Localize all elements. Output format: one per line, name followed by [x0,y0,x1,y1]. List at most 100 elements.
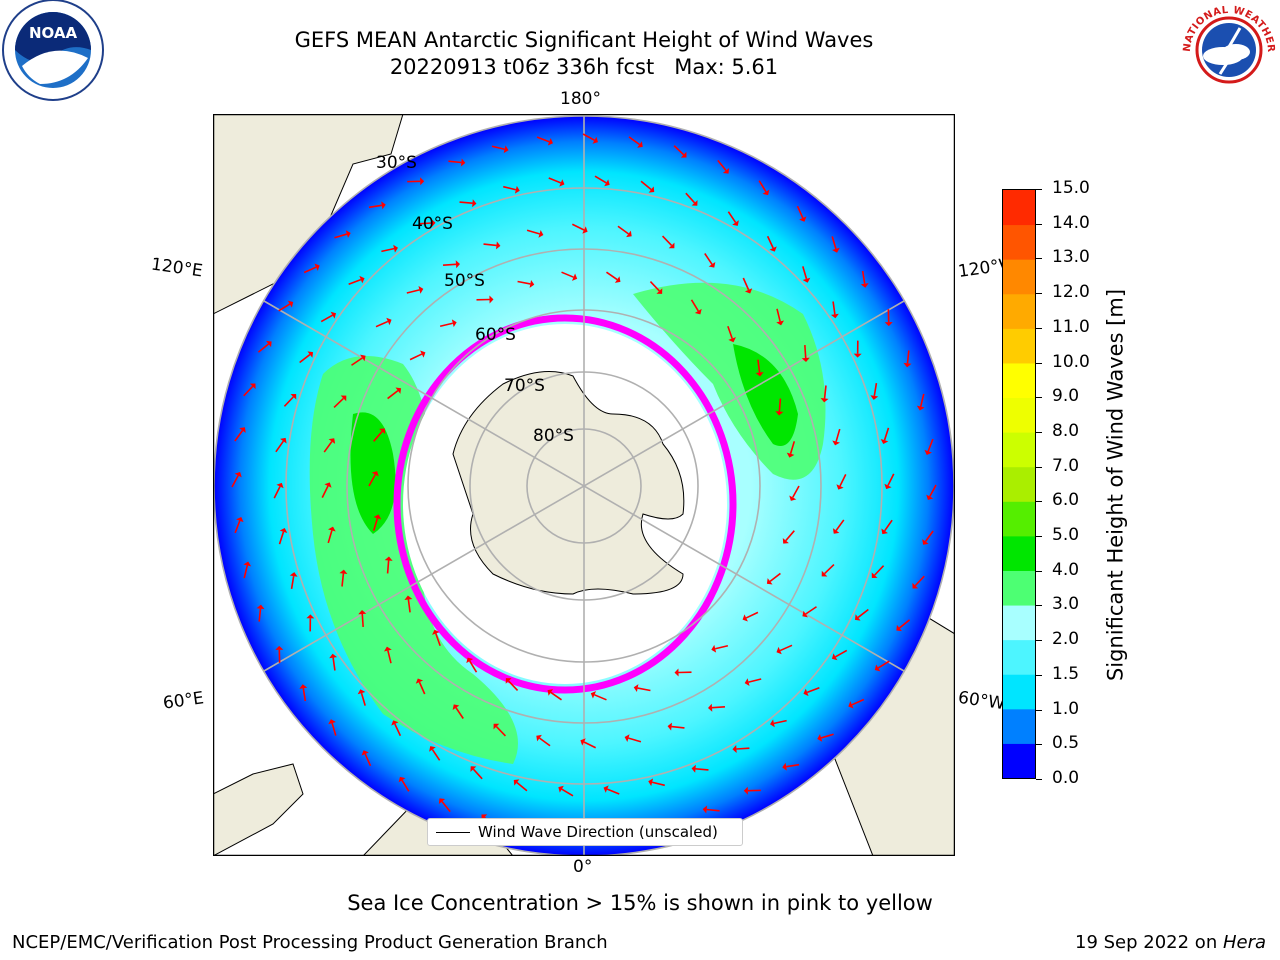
chart-title: GEFS MEAN Antarctic Significant Height o… [294,28,874,52]
wind-arrow-head [802,277,811,283]
wind-arrow-head [755,372,764,377]
lat-label-60s: 60°S [475,325,516,345]
wind-arrow-shaft [283,396,294,407]
wind-arrow-head [324,482,332,488]
wind-arrow-shaft [617,225,629,235]
wind-arrow-shaft [333,397,344,409]
wind-arrow-head [912,582,919,589]
colorbar-tick-label: 6.0 [1052,490,1080,511]
wind-arrow-shaft [351,357,363,366]
wind-arrow-shaft [526,229,540,235]
wind-arrow-head [328,438,336,444]
wind-arrow-head [926,494,934,500]
wind-arrow-shaft [361,613,364,628]
wind-arrow-shaft [661,235,673,246]
wind-arrow-shaft [439,322,453,328]
wind-arrow-shaft [243,385,254,397]
colorbar-band [1003,190,1035,226]
wind-arrow-head [903,362,912,368]
wind-arrow-head [404,595,413,600]
wind-arrow-shaft [914,575,925,587]
wind-arrow-head [256,604,265,610]
chart-subtitle: 20220913 t06z 336h fcst Max: 5.61 [389,55,779,79]
wind-arrow-head [884,483,892,490]
colorbar-tick-label: 12.0 [1052,282,1090,303]
wind-arrow-head [496,241,501,250]
wind-arrow-head [299,684,308,689]
wind-arrow-head [776,646,782,655]
wind-arrow-head [916,405,925,411]
wind-arrow-shaft [820,733,834,739]
wind-arrow-head [743,786,748,795]
colorbar-band [1003,362,1035,399]
wind-arrow-head [287,300,294,308]
wind-arrow-head [674,668,679,677]
wind-arrow-head [708,703,713,712]
wind-arrow-shaft [671,725,685,729]
colorbar-tick-label: 14.0 [1052,212,1090,233]
wind-arrow-head [648,186,655,193]
wind-arrow-head [307,351,314,358]
lon-label-60w: 60°W [956,687,1007,715]
wind-arrow-shaft [929,484,937,497]
wind-arrow-shaft [806,687,820,694]
madagascar-land [213,763,304,855]
wind-arrow-head [848,701,854,709]
wind-arrow-shaft [851,698,865,706]
wind-arrow-head [656,288,663,294]
colorbar-tick-label: 5.0 [1052,525,1080,546]
wind-arrow-head [782,762,787,771]
wind-arrows [231,133,937,839]
wind-arrow-head [328,719,336,725]
wind-arrow-head [770,719,775,728]
colorbar-tick-mark [1036,362,1042,364]
wind-arrow-shaft [561,788,574,797]
wind-arrow-shaft [517,280,531,285]
wind-arrow-head [786,452,795,458]
colorbar-tick-mark [1036,327,1042,329]
wind-arrow-head [529,279,535,288]
wind-arrow-head [357,689,366,695]
wind-arrow-head [538,230,544,238]
wind-arrow-head [379,428,386,435]
colorbar-tick-label: 9.0 [1052,386,1080,407]
wind-arrow-head [383,646,392,652]
colorbar-tick-label: 15.0 [1052,178,1090,198]
wind-arrow-shaft [804,344,807,359]
wind-arrow-head [472,199,477,208]
wind-arrow-head [592,136,598,144]
wind-arrow-head [455,260,460,269]
footer-date-text: 19 Sep 2022 on [1075,932,1223,953]
wind-arrow-shaft [387,390,399,400]
colorbar [1002,189,1036,779]
wind-arrow-head [742,614,748,622]
colorbar-tick-mark [1036,640,1042,642]
wind-arrow-shaft [773,719,787,725]
wind-arrow-head [452,704,460,710]
wind-arrow-shaft [548,177,562,184]
wind-arrow-shaft [455,707,464,719]
wind-arrow-shaft [924,530,934,542]
wind-arrow-shaft [748,678,762,683]
wind-arrow-shaft [406,289,420,294]
wind-arrow-head [431,219,436,227]
wind-arrow-shaft [786,763,800,768]
colorbar-tick-label: 11.0 [1052,316,1090,337]
lat-label-70s: 70°S [504,376,545,396]
wind-arrow-shaft [234,520,241,534]
wind-arrow-head [558,785,564,793]
wind-arrow-shaft [407,599,411,613]
wind-arrow-head [874,664,881,672]
wind-arrow-head [694,308,702,315]
wind-arrow-shaft [651,781,665,787]
wind-arrow-shaft [299,353,311,364]
wind-arrow-shaft [711,706,726,709]
colorbar-tick-mark [1036,223,1042,225]
colorbar-band [1003,708,1035,744]
wind-arrow-shaft [704,253,713,265]
wind-arrow-head [371,471,379,477]
wind-arrow-shaft [839,473,847,487]
wind-arrow-shaft [796,205,804,219]
wind-arrow-shaft [231,475,239,488]
nws-logo: NATIONAL WEATHER SERVICE [1174,0,1280,100]
